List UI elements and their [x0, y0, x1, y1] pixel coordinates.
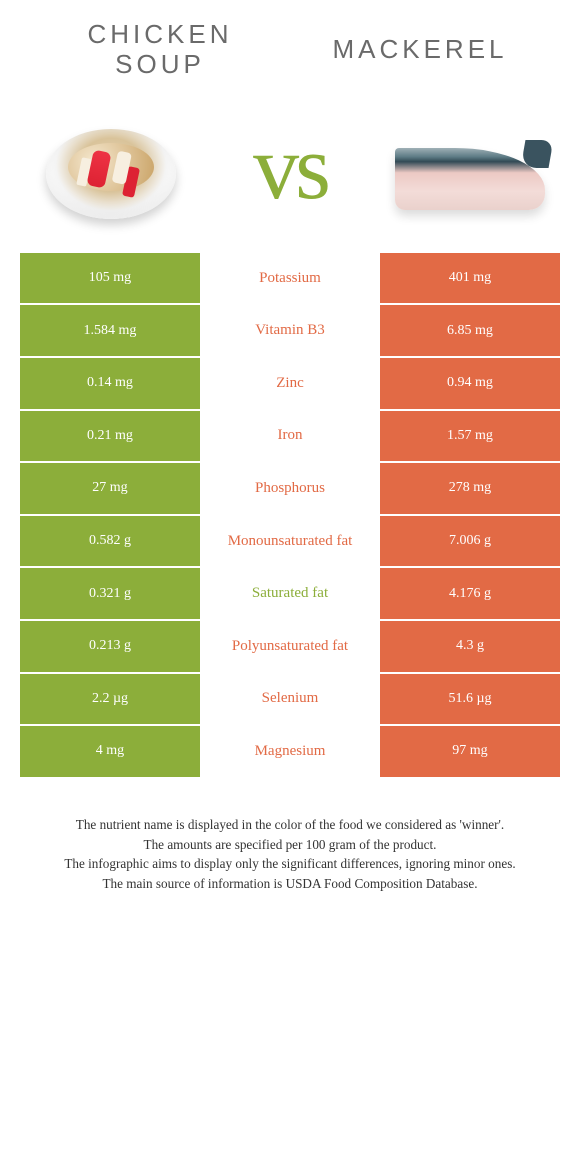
table-row: 0.582 gMonounsaturated fat7.006 g [20, 516, 560, 569]
mackerel-image [395, 110, 540, 225]
left-value: 1.584 mg [20, 305, 200, 358]
left-title-line2: SOUP [115, 49, 205, 79]
table-row: 4 mgMagnesium97 mg [20, 726, 560, 779]
left-value: 0.14 mg [20, 358, 200, 411]
nutrient-name: Iron [200, 411, 380, 464]
images-row: vs [20, 110, 560, 225]
titles-row: CHICKEN SOUP MACKEREL [20, 20, 560, 80]
right-value: 7.006 g [380, 516, 560, 569]
table-row: 0.14 mgZinc0.94 mg [20, 358, 560, 411]
table-row: 0.321 gSaturated fat4.176 g [20, 568, 560, 621]
footer-line: The nutrient name is displayed in the co… [54, 815, 526, 835]
left-value: 105 mg [20, 253, 200, 306]
right-value: 4.176 g [380, 568, 560, 621]
nutrient-name: Polyunsaturated fat [200, 621, 380, 674]
left-food-title: CHICKEN SOUP [30, 20, 290, 80]
right-food-title: MACKEREL [290, 34, 550, 65]
table-row: 2.2 µgSelenium51.6 µg [20, 674, 560, 727]
left-value: 0.21 mg [20, 411, 200, 464]
right-value: 4.3 g [380, 621, 560, 674]
nutrient-name: Saturated fat [200, 568, 380, 621]
comparison-table: 105 mgPotassium401 mg1.584 mgVitamin B36… [20, 253, 560, 779]
left-value: 4 mg [20, 726, 200, 779]
nutrient-name: Vitamin B3 [200, 305, 380, 358]
right-value: 401 mg [380, 253, 560, 306]
right-value: 0.94 mg [380, 358, 560, 411]
right-value: 97 mg [380, 726, 560, 779]
nutrient-name: Magnesium [200, 726, 380, 779]
table-row: 0.213 gPolyunsaturated fat4.3 g [20, 621, 560, 674]
footer-notes: The nutrient name is displayed in the co… [20, 779, 560, 894]
right-value: 51.6 µg [380, 674, 560, 727]
right-value: 278 mg [380, 463, 560, 516]
footer-line: The infographic aims to display only the… [54, 854, 526, 874]
nutrient-name: Zinc [200, 358, 380, 411]
left-value: 0.213 g [20, 621, 200, 674]
right-value: 6.85 mg [380, 305, 560, 358]
nutrient-name: Selenium [200, 674, 380, 727]
nutrient-name: Potassium [200, 253, 380, 306]
table-row: 27 mgPhosphorus278 mg [20, 463, 560, 516]
left-value: 0.321 g [20, 568, 200, 621]
table-row: 105 mgPotassium401 mg [20, 253, 560, 306]
footer-line: The amounts are specified per 100 gram o… [54, 835, 526, 855]
table-row: 1.584 mgVitamin B36.85 mg [20, 305, 560, 358]
left-value: 27 mg [20, 463, 200, 516]
footer-line: The main source of information is USDA F… [54, 874, 526, 894]
right-value: 1.57 mg [380, 411, 560, 464]
nutrient-name: Monounsaturated fat [200, 516, 380, 569]
vs-label: vs [253, 121, 327, 213]
table-row: 0.21 mgIron1.57 mg [20, 411, 560, 464]
left-title-line1: CHICKEN [87, 19, 232, 49]
left-value: 0.582 g [20, 516, 200, 569]
nutrient-name: Phosphorus [200, 463, 380, 516]
left-value: 2.2 µg [20, 674, 200, 727]
chicken-soup-image [40, 110, 185, 225]
